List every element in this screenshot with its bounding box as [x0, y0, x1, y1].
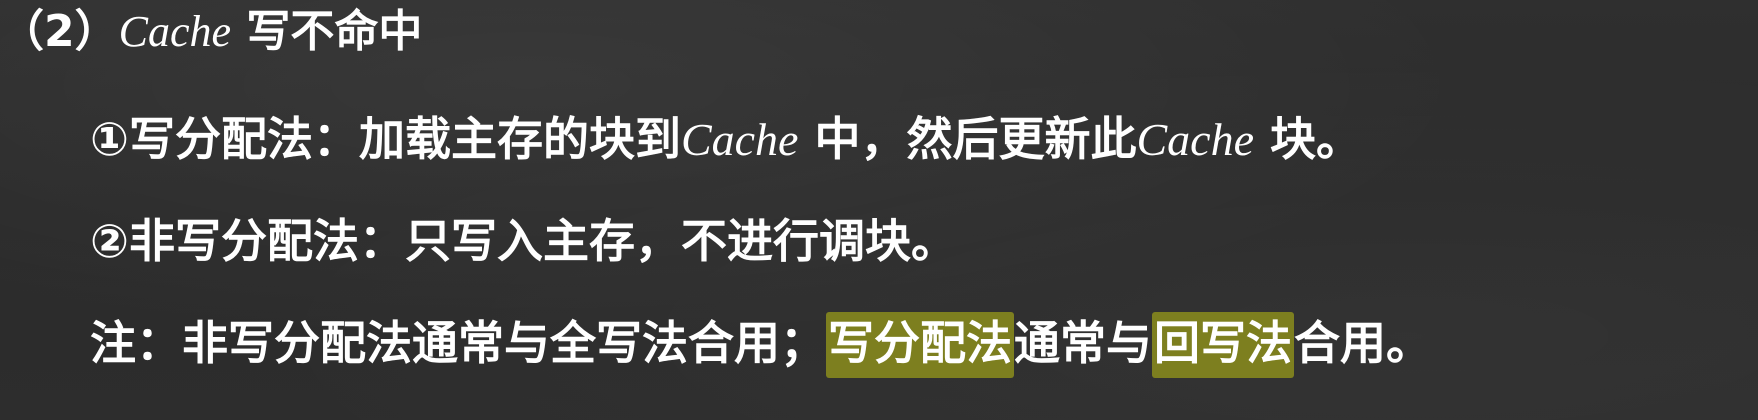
note-line: 注：非写分配法通常与全写法合用；写分配法通常与回写法合用。 [90, 312, 1432, 378]
item-write-allocate: ①写分配法：加载主存的块到Cache 中，然后更新此Cache 块。 [90, 116, 1362, 163]
note-text-c: 合用。 [1294, 316, 1432, 370]
section-heading: （2）Cache 写不命中 [0, 10, 422, 54]
note-text-b: 通常与 [1014, 316, 1152, 370]
note-text-a: 注：非写分配法通常与全写法合用； [90, 316, 826, 370]
heading-prefix: （2） [0, 6, 119, 57]
item1-text-b: 中，然后更新此 [798, 112, 1137, 166]
item1-text-a: ①写分配法：加载主存的块到 [90, 112, 681, 166]
heading-suffix: 写不命中 [231, 6, 423, 57]
item-no-write-allocate: ②非写分配法：只写入主存，不进行调块。 [90, 218, 957, 264]
heading-term-cache: Cache [118, 7, 232, 56]
note-highlight-write-back: 回写法 [1152, 312, 1294, 378]
item1-term-cache-a: Cache [680, 114, 799, 165]
item2-text: ②非写分配法：只写入主存，不进行调块。 [90, 214, 957, 268]
item1-text-c: 块。 [1254, 112, 1363, 166]
note-highlight-write-allocate: 写分配法 [826, 312, 1014, 378]
item1-term-cache-b: Cache [1136, 114, 1254, 165]
